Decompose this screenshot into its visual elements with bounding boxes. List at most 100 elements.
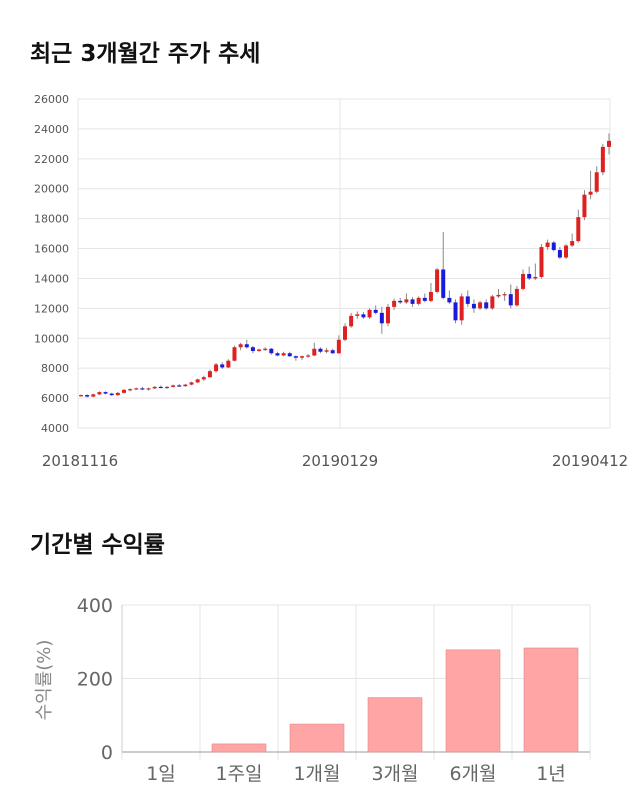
candle-body	[496, 294, 501, 297]
return-bar	[523, 647, 579, 753]
candle	[441, 232, 446, 300]
return-bar	[367, 697, 423, 753]
candle	[244, 339, 249, 349]
x-tick-label: 20190129	[302, 452, 378, 470]
candle-body	[459, 296, 464, 321]
candle-body	[607, 140, 611, 147]
candle-body	[349, 315, 354, 327]
candle	[177, 383, 182, 387]
candle	[306, 353, 311, 358]
candle-body	[85, 395, 90, 397]
candle	[79, 394, 83, 397]
candle-body	[478, 302, 483, 309]
candle	[257, 348, 262, 352]
candle-body	[379, 312, 384, 324]
candle	[250, 345, 255, 354]
candle-body	[343, 326, 347, 340]
candle-body	[201, 377, 206, 380]
candle	[293, 355, 298, 361]
candle-body	[416, 297, 421, 304]
candle	[336, 335, 341, 354]
bar-y-axis-label: 수익률(%)	[34, 640, 55, 721]
price-candlestick-chart: 4000 6000 8000 10000 12000 14000 16000 18000 200…	[34, 93, 628, 470]
candle-body	[214, 364, 219, 372]
candle-body	[269, 348, 274, 354]
y-tick-label: 20000	[34, 183, 69, 196]
candle-body	[312, 348, 317, 356]
candle	[404, 293, 409, 304]
candle-body	[287, 353, 292, 357]
candle-body	[195, 379, 200, 383]
candle	[183, 383, 188, 387]
candle-body	[527, 273, 532, 279]
candle	[103, 391, 108, 395]
candle	[238, 342, 243, 351]
candle	[570, 233, 575, 248]
candle-body	[140, 388, 145, 390]
candle-body	[447, 297, 452, 303]
candle	[134, 387, 139, 390]
candle	[207, 369, 212, 378]
candle	[109, 392, 114, 396]
candle	[128, 388, 133, 392]
candle	[435, 267, 440, 294]
candle-body	[164, 386, 169, 389]
candle	[269, 347, 274, 355]
x-tick-label: 20181116	[42, 452, 118, 470]
candle	[226, 359, 231, 369]
candle	[600, 143, 605, 176]
candle	[195, 378, 200, 384]
candle	[300, 355, 305, 360]
candle	[349, 312, 354, 328]
candle	[318, 347, 323, 354]
candle-body	[392, 300, 397, 307]
candle-body	[97, 392, 102, 395]
candle-body	[570, 241, 575, 246]
y-tick-label: 8000	[41, 362, 69, 375]
candle	[115, 392, 120, 396]
candle	[533, 263, 538, 280]
candle-body	[238, 344, 243, 348]
y-tick-label: 26000	[34, 93, 69, 106]
candle	[594, 166, 599, 194]
candle-body	[134, 388, 139, 390]
candle-body	[293, 356, 298, 358]
candle-body	[564, 245, 569, 258]
candle-body	[508, 294, 513, 306]
candle-body	[441, 269, 446, 298]
bar-y-tick-label: 400	[77, 595, 113, 617]
candle-body	[250, 347, 255, 351]
candle-body	[533, 276, 538, 279]
candle	[355, 311, 360, 319]
candle	[146, 387, 151, 391]
candle	[97, 391, 102, 396]
candle-body	[128, 389, 133, 391]
candle-body	[355, 314, 360, 316]
candle-body	[91, 394, 96, 397]
candle	[514, 285, 519, 307]
candle	[164, 386, 169, 390]
candle-body	[115, 392, 120, 396]
bar-x-tick-label: 1개월	[293, 763, 340, 785]
candle	[189, 381, 194, 386]
candle-body	[158, 386, 163, 389]
y-tick-label: 4000	[41, 422, 69, 435]
candle-body	[502, 294, 507, 296]
candle-body	[576, 217, 581, 242]
candle	[220, 362, 225, 369]
y-tick-label: 22000	[34, 153, 69, 166]
candle	[398, 297, 403, 304]
candle	[232, 345, 237, 362]
candle	[312, 342, 317, 357]
y-tick-label: 6000	[41, 392, 69, 405]
candle-body	[582, 194, 587, 218]
candle-body	[257, 349, 262, 351]
candle	[551, 241, 556, 252]
candle-body	[244, 344, 249, 348]
bar-x-tick-label: 3개월	[371, 763, 418, 785]
candle-body	[428, 291, 433, 301]
candle-body	[226, 360, 231, 368]
candle	[465, 290, 470, 307]
candle-body	[330, 350, 335, 354]
candle-body	[422, 297, 427, 301]
